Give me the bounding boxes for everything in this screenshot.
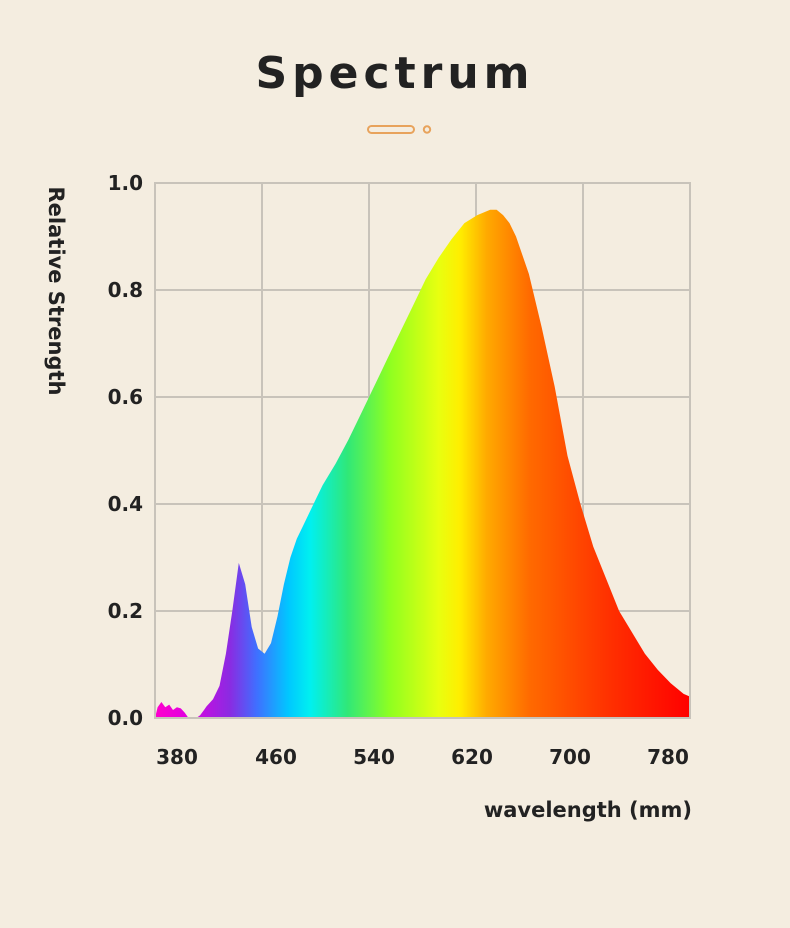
plot-frame xyxy=(154,182,691,719)
y-tick-label: 1.0 xyxy=(108,171,143,195)
ornament-dot xyxy=(422,125,432,134)
y-tick-label: 0.4 xyxy=(108,492,143,516)
x-tick-label: 380 xyxy=(156,745,198,769)
y-tick-label: 0.8 xyxy=(108,278,143,302)
y-axis-label: Relative Strength xyxy=(44,187,68,396)
y-axis-ticks: 0.0 0.2 0.4 0.6 0.8 1.0 xyxy=(108,171,143,730)
y-tick-label: 0.0 xyxy=(108,706,143,730)
plot-border xyxy=(154,182,691,719)
x-tick-label: 780 xyxy=(647,745,689,769)
x-axis-label: wavelength (mm) xyxy=(484,798,692,822)
x-tick-label: 700 xyxy=(549,745,591,769)
title-ornament xyxy=(367,125,432,134)
x-axis-ticks: 380 460 540 620 700 780 xyxy=(156,745,689,769)
y-tick-label: 0.6 xyxy=(108,385,143,409)
y-tick-label: 0.2 xyxy=(108,599,143,623)
ornament-bar xyxy=(367,125,415,134)
x-tick-label: 460 xyxy=(255,745,297,769)
x-tick-label: 540 xyxy=(353,745,395,769)
x-tick-label: 620 xyxy=(451,745,493,769)
spectrum-area xyxy=(155,209,690,718)
chart-title: Spectrum xyxy=(255,48,535,99)
